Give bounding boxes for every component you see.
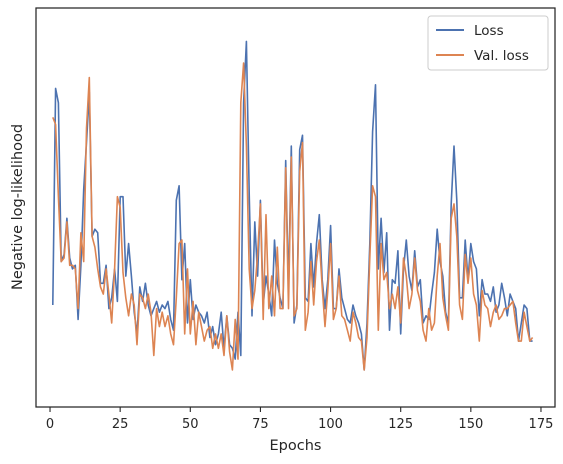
legend-label-val-loss: Val. loss — [474, 48, 529, 64]
legend-label-loss: Loss — [474, 23, 504, 39]
x-tick-label: 100 — [318, 417, 343, 432]
x-tick-label: 125 — [388, 417, 413, 432]
series-line-val-loss — [52, 62, 534, 371]
x-tick-label: 25 — [112, 417, 129, 432]
x-tick-label: 50 — [182, 417, 199, 432]
x-tick-label: 75 — [252, 417, 269, 432]
plot-frame — [35, 7, 556, 408]
x-axis-label: Epochs — [270, 438, 322, 454]
x-tick-label: 0 — [46, 417, 54, 432]
y-axis-label: Negative log-likelihood — [10, 124, 26, 290]
x-tick-label: 175 — [529, 417, 554, 432]
x-tick-label: 150 — [458, 417, 483, 432]
legend: Loss Val. loss — [427, 15, 549, 71]
